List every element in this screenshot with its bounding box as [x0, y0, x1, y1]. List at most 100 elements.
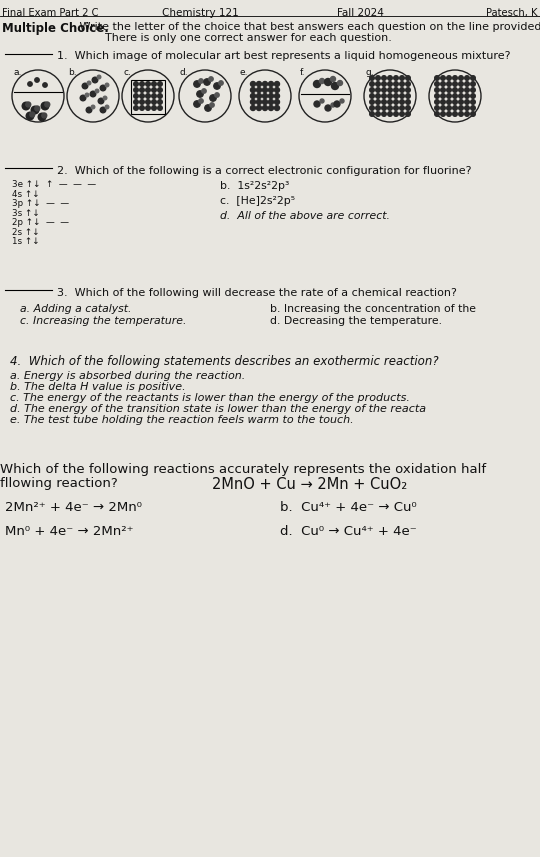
Circle shape — [441, 93, 446, 99]
Circle shape — [394, 99, 399, 105]
Circle shape — [194, 101, 200, 107]
Circle shape — [256, 105, 261, 111]
Circle shape — [447, 87, 451, 93]
Text: c. The energy of the reactants is lower than the energy of the products.: c. The energy of the reactants is lower … — [10, 393, 410, 403]
Circle shape — [134, 81, 138, 87]
Circle shape — [447, 81, 451, 87]
Circle shape — [376, 81, 380, 87]
Circle shape — [262, 81, 267, 87]
Circle shape — [465, 105, 469, 111]
Text: 3p ↑↓  —  —: 3p ↑↓ — — — [12, 199, 69, 208]
Circle shape — [103, 96, 107, 99]
Circle shape — [441, 105, 446, 111]
Circle shape — [210, 103, 214, 107]
Circle shape — [268, 93, 273, 99]
Circle shape — [370, 99, 374, 105]
Circle shape — [441, 75, 446, 81]
Circle shape — [202, 89, 206, 93]
Circle shape — [471, 105, 475, 111]
Text: c.  [He]2s²2p⁵: c. [He]2s²2p⁵ — [220, 196, 295, 206]
Circle shape — [394, 75, 399, 81]
Circle shape — [80, 95, 86, 101]
Circle shape — [435, 93, 440, 99]
Text: 1s ↑↓: 1s ↑↓ — [12, 237, 39, 246]
Circle shape — [91, 105, 95, 109]
Text: Final Exam Part 2 C: Final Exam Part 2 C — [2, 8, 98, 18]
Text: 4.  Which of the following statements describes an exothermic reaction?: 4. Which of the following statements des… — [10, 355, 438, 368]
Circle shape — [370, 105, 374, 111]
Text: b.: b. — [68, 68, 77, 77]
Text: Which of the following reactions accurately represents the oxidation half: Which of the following reactions accurat… — [0, 463, 486, 476]
Text: d.  All of the above are correct.: d. All of the above are correct. — [220, 211, 390, 221]
Circle shape — [262, 105, 267, 111]
Text: d.: d. — [180, 68, 188, 77]
Circle shape — [406, 93, 410, 99]
Text: Chemistry 121: Chemistry 121 — [161, 8, 238, 18]
Text: b.  Cu⁴⁺ + 4e⁻ → Cu⁰: b. Cu⁴⁺ + 4e⁻ → Cu⁰ — [280, 501, 417, 514]
Circle shape — [406, 87, 410, 93]
Circle shape — [471, 75, 475, 81]
Circle shape — [453, 105, 457, 111]
Circle shape — [152, 87, 156, 93]
Text: 2MnO + Cu → 2Mn + CuO₂: 2MnO + Cu → 2Mn + CuO₂ — [212, 477, 408, 492]
Circle shape — [331, 103, 335, 107]
Circle shape — [338, 81, 342, 86]
Circle shape — [394, 105, 399, 111]
Circle shape — [458, 105, 463, 111]
Circle shape — [158, 87, 163, 93]
Circle shape — [30, 112, 35, 117]
Circle shape — [447, 75, 451, 81]
Circle shape — [435, 81, 440, 87]
Text: Write the letter of the choice that best answers each question on the line provi: Write the letter of the choice that best… — [76, 22, 540, 32]
Circle shape — [158, 99, 163, 105]
Circle shape — [251, 105, 255, 111]
Circle shape — [92, 77, 98, 83]
Text: fllowing reaction?: fllowing reaction? — [0, 477, 118, 490]
Circle shape — [140, 93, 144, 99]
Circle shape — [199, 99, 203, 103]
Circle shape — [370, 81, 374, 87]
Circle shape — [140, 81, 144, 87]
Circle shape — [22, 102, 30, 110]
Circle shape — [332, 82, 339, 89]
Circle shape — [458, 99, 463, 105]
Circle shape — [376, 105, 380, 111]
Text: b. Increasing the concentration of the: b. Increasing the concentration of the — [270, 304, 476, 314]
Circle shape — [325, 105, 331, 111]
Circle shape — [388, 99, 392, 105]
Circle shape — [406, 75, 410, 81]
Circle shape — [453, 87, 457, 93]
Circle shape — [262, 99, 267, 105]
Circle shape — [314, 101, 320, 107]
Circle shape — [388, 87, 392, 93]
Circle shape — [330, 76, 335, 81]
Circle shape — [97, 75, 101, 79]
Circle shape — [453, 93, 457, 99]
Circle shape — [87, 81, 91, 85]
Circle shape — [134, 99, 138, 105]
Circle shape — [376, 99, 380, 105]
Circle shape — [274, 105, 280, 111]
Circle shape — [274, 87, 280, 93]
Circle shape — [394, 87, 399, 93]
Circle shape — [394, 81, 399, 87]
Text: 2Mn²⁺ + 4e⁻ → 2Mn⁰: 2Mn²⁺ + 4e⁻ → 2Mn⁰ — [5, 501, 142, 514]
Circle shape — [400, 111, 404, 117]
Text: b.  1s²2s²2p³: b. 1s²2s²2p³ — [220, 181, 289, 191]
Text: a. Adding a catalyst.: a. Adding a catalyst. — [20, 304, 132, 314]
Circle shape — [85, 93, 89, 97]
Text: e. The test tube holding the reaction feels warm to the touch.: e. The test tube holding the reaction fe… — [10, 415, 354, 425]
Circle shape — [453, 111, 457, 117]
Circle shape — [435, 75, 440, 81]
Circle shape — [274, 99, 280, 105]
Circle shape — [388, 93, 392, 99]
Text: 2s ↑↓: 2s ↑↓ — [12, 227, 39, 237]
Text: 4s ↑↓: 4s ↑↓ — [12, 189, 39, 199]
Circle shape — [388, 111, 392, 117]
Circle shape — [214, 83, 220, 89]
Circle shape — [458, 111, 463, 117]
Circle shape — [471, 93, 475, 99]
Circle shape — [376, 87, 380, 93]
Circle shape — [435, 99, 440, 105]
Text: f.: f. — [300, 68, 306, 77]
